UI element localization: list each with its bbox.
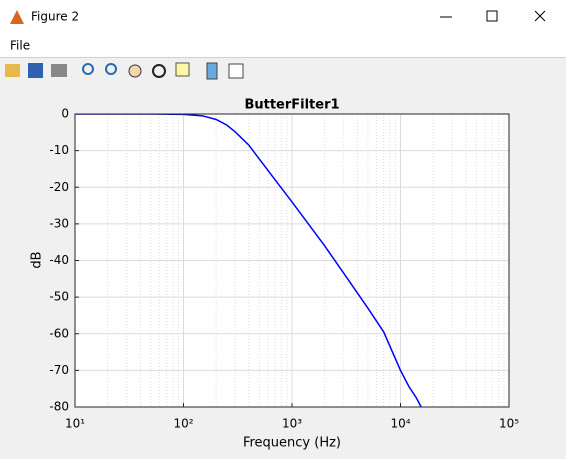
y-tick-label: -50	[49, 290, 69, 304]
series-line	[75, 114, 422, 407]
chart-title: ButterFilter1	[244, 98, 339, 113]
datacursor-icon[interactable]	[175, 62, 190, 77]
maximize-button[interactable]	[486, 10, 498, 22]
y-axis-label: dB	[30, 251, 45, 268]
save-icon[interactable]	[28, 63, 43, 78]
x-tick-label: 10²	[173, 417, 193, 431]
zoom-in-icon[interactable]	[82, 63, 94, 75]
x-tick-label: 10⁵	[499, 417, 519, 431]
rotate-icon[interactable]	[152, 64, 166, 78]
title-bar	[0, 0, 566, 33]
y-tick-label: -80	[49, 400, 69, 414]
y-tick-label: -60	[49, 326, 69, 340]
app-icon	[10, 10, 24, 24]
x-tick-label: 10¹	[65, 417, 85, 431]
x-axis-label: Frequency (Hz)	[243, 436, 341, 451]
menu-file[interactable]: File	[10, 39, 30, 53]
zoom-out-icon[interactable]	[105, 63, 117, 75]
colorbar-icon[interactable]	[206, 62, 218, 80]
menu-bar	[0, 33, 566, 57]
print-icon[interactable]	[51, 64, 67, 77]
toolbar	[5, 62, 244, 80]
open-icon[interactable]	[5, 64, 20, 77]
window-title: Figure 2	[31, 10, 79, 24]
pan-icon[interactable]	[128, 64, 142, 78]
y-tick-label: -20	[49, 180, 69, 194]
y-tick-label: -30	[49, 216, 69, 230]
x-tick-label: 10⁴	[390, 417, 410, 431]
legend-icon[interactable]	[228, 63, 244, 79]
y-tick-label: -10	[49, 143, 69, 157]
y-tick-label: -70	[49, 363, 69, 377]
y-tick-label: -40	[49, 253, 69, 267]
x-tick-label: 10³	[282, 417, 302, 431]
close-button[interactable]	[534, 10, 546, 22]
y-tick-label: 0	[61, 107, 69, 121]
